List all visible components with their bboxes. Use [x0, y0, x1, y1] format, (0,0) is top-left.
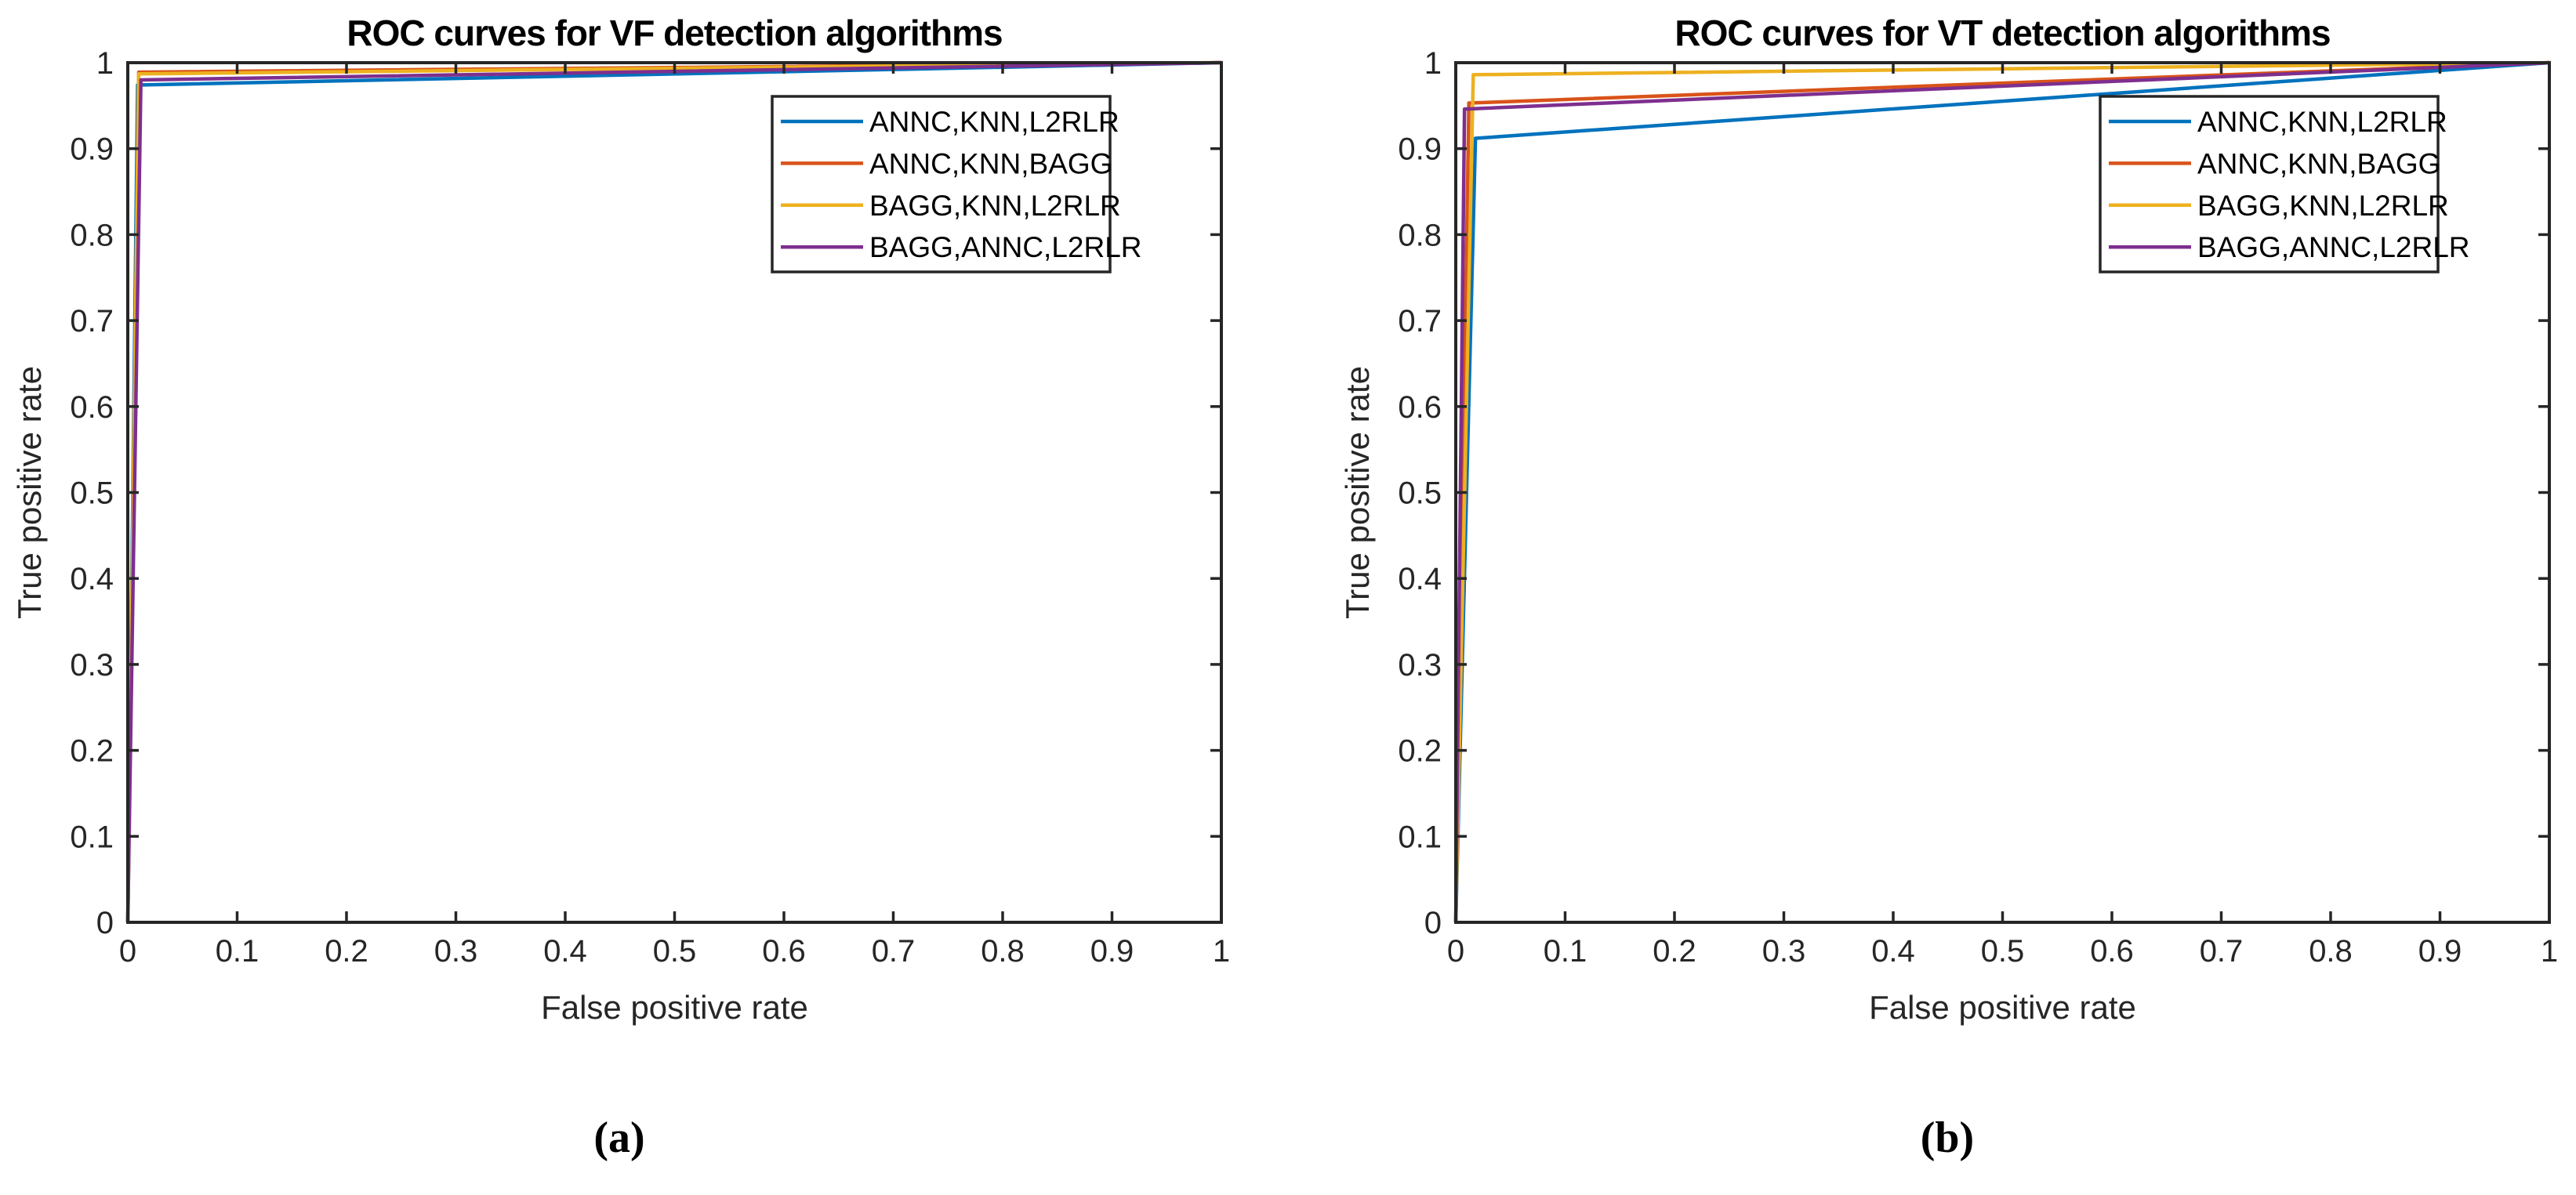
caption-a: (a) [593, 1114, 645, 1162]
x-tick-label: 0.2 [1653, 934, 1696, 969]
series-line [125, 60, 1222, 923]
x-tick-label: 0.6 [2090, 934, 2134, 969]
y-tick-label: 0.8 [1398, 218, 1442, 252]
x-tick-label: 0.6 [762, 934, 806, 969]
x-tick-label: 0.7 [2200, 934, 2244, 969]
y-tick-label: 0.9 [1398, 132, 1442, 167]
y-tick-label: 0.2 [1398, 734, 1442, 769]
x-tick-label: 0 [119, 934, 136, 969]
y-axis-label: True positive rate [1339, 366, 1376, 619]
y-tick-label: 0.3 [1398, 648, 1442, 683]
x-tick-label: 0.9 [1090, 934, 1134, 969]
y-tick-label: 0.2 [70, 734, 114, 769]
x-tick-label: 0.5 [1981, 934, 2025, 969]
y-tick-label: 0.6 [70, 390, 114, 425]
legend-label: BAGG,KNN,L2RLR [2197, 190, 2449, 222]
y-tick-label: 1 [96, 46, 114, 81]
roc-chart-vf: 0 0.1 0.2 0.3 0.4 0.5 0.6 0.7 0.8 0.9 1 0 0.1 0.2 0.3 0… [11, 13, 1230, 1026]
y-tick-label: 1 [1424, 46, 1442, 81]
y-tick-label: 0.9 [70, 132, 114, 167]
x-tick-label: 1 [1213, 934, 1230, 969]
series-line [1453, 60, 2550, 923]
y-tick-label: 0.4 [70, 562, 114, 596]
x-tick-label: 0.5 [653, 934, 697, 969]
legend: ANNC,KNN,L2RLR ANNC,KNN,BAGG BAGG,KNN,L2RL… [2099, 95, 2470, 273]
x-tick-label: 1 [2541, 934, 2558, 969]
x-tick-label: 0.1 [1544, 934, 1587, 969]
x-tick-label: 0.9 [2418, 934, 2462, 969]
x-axis-label: False positive rate [1869, 989, 2136, 1026]
x-tick-label: 0.7 [872, 934, 916, 969]
roc-chart-vt: 0 0.1 0.2 0.3 0.4 0.5 0.6 0.7 0.8 0.9 1 0 0.1 0.2 0.3 0… [1339, 13, 2558, 1026]
x-tick-label: 0.4 [1871, 934, 1915, 969]
chart-title: ROC curves for VT detection algorithms [1674, 13, 2330, 53]
caption-b: (b) [1920, 1114, 1975, 1162]
y-tick-label: 0 [96, 906, 114, 940]
chart-title: ROC curves for VF detection algorithms [346, 13, 1002, 53]
x-axis-label: False positive rate [541, 989, 808, 1026]
legend-label: BAGG,ANNC,L2RLR [869, 231, 1142, 263]
y-tick-label: 0 [1424, 906, 1442, 940]
series-line [1453, 60, 2550, 923]
y-tick-label: 0.7 [70, 304, 114, 339]
y-tick-label: 0.5 [1398, 476, 1442, 511]
x-tick-label: 0.4 [543, 934, 587, 969]
y-tick-label: 0.6 [1398, 390, 1442, 425]
x-tick-label: 0.8 [2309, 934, 2353, 969]
legend: ANNC,KNN,L2RLR ANNC,KNN,BAGG BAGG,KNN,L2RL… [771, 95, 1142, 273]
y-tick-label: 0.8 [70, 218, 114, 252]
legend-box [771, 95, 1112, 273]
legend-label: BAGG,KNN,L2RLR [869, 190, 1121, 222]
legend-label: ANNC,KNN,L2RLR [869, 106, 1119, 138]
y-tick-label: 0.3 [70, 648, 114, 683]
x-tick-label: 0 [1447, 934, 1464, 969]
legend-label: BAGG,ANNC,L2RLR [2197, 231, 2470, 263]
y-tick-label: 0.1 [1398, 820, 1442, 854]
legend-label: ANNC,KNN,BAGG [2197, 147, 2440, 179]
y-tick-label: 0.7 [1398, 304, 1442, 339]
y-tick-label: 0.5 [70, 476, 114, 511]
y-axis-label: True positive rate [11, 366, 48, 619]
x-tick-label: 0.3 [434, 934, 478, 969]
x-tick-label: 0.8 [981, 934, 1025, 969]
x-tick-label: 0.2 [325, 934, 368, 969]
legend-label: ANNC,KNN,L2RLR [2197, 106, 2447, 138]
legend-box [2099, 95, 2440, 273]
y-tick-label: 0.1 [70, 820, 114, 854]
legend-label: ANNC,KNN,BAGG [869, 147, 1112, 179]
x-tick-label: 0.1 [216, 934, 259, 969]
y-tick-label: 0.4 [1398, 562, 1442, 596]
x-tick-label: 0.3 [1762, 934, 1806, 969]
